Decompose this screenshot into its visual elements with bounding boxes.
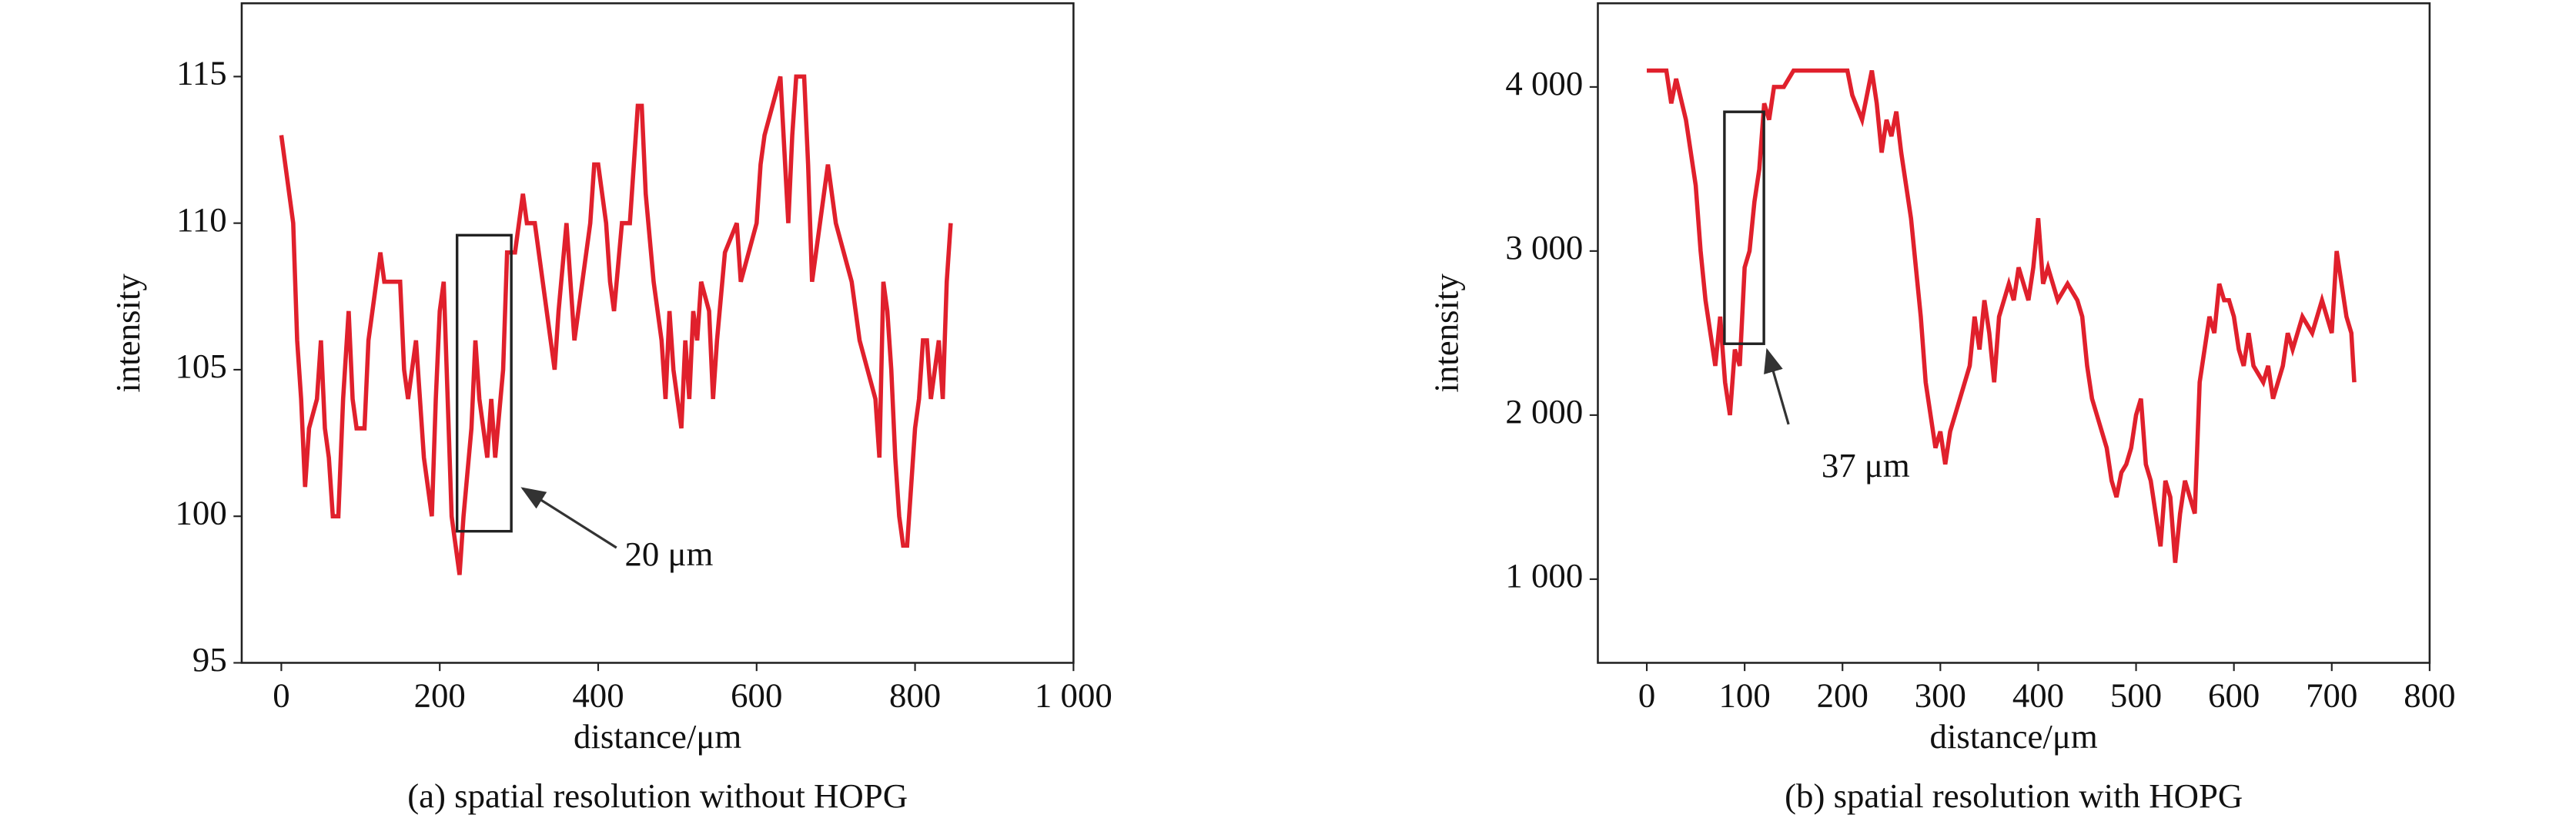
y-tick-label: 100 [175, 493, 226, 532]
annotation-label: 20 μm [624, 535, 713, 573]
x-tick-label: 800 [2404, 676, 2455, 715]
annotation-label: 37 μm [1822, 446, 1910, 485]
y-axis-label: intensity [1427, 273, 1466, 393]
y-tick-label: 105 [175, 347, 226, 385]
x-tick-label: 0 [273, 676, 289, 715]
x-tick-label: 600 [2208, 676, 2260, 715]
x-tick-label: 500 [2110, 676, 2162, 715]
data-line [279, 74, 953, 575]
y-tick-label: 4 000 [1505, 64, 1583, 102]
x-tick-label: 800 [889, 676, 941, 715]
caption: (a) spatial resolution without HOPG [407, 776, 908, 815]
annotation-arrow [1764, 347, 1790, 425]
y-tick-label: 2 000 [1505, 392, 1583, 431]
x-axis-label: distance/μm [1930, 717, 2098, 756]
x-tick-label: 400 [572, 676, 624, 715]
plot-frame [240, 2, 1075, 664]
x-tick-label: 300 [1915, 676, 1966, 715]
x-tick-label: 100 [1719, 676, 1771, 715]
x-tick-label: 600 [731, 676, 782, 715]
annotation-box [455, 233, 513, 533]
y-tick-label: 115 [176, 54, 227, 92]
x-tick-label: 200 [1817, 676, 1868, 715]
plot-frame [1597, 2, 2431, 664]
x-axis-label: distance/μm [574, 717, 741, 756]
y-tick-label: 3 000 [1505, 228, 1583, 267]
y-axis-label: intensity [109, 273, 147, 393]
x-tick-label: 200 [414, 676, 466, 715]
x-tick-label: 0 [1638, 676, 1655, 715]
x-tick-label: 1 000 [1035, 676, 1112, 715]
data-line [1647, 68, 2357, 563]
caption: (b) spatial resolution with HOPG [1785, 776, 2243, 815]
y-tick-label: 1 000 [1505, 556, 1583, 595]
y-tick-label: 95 [192, 640, 227, 679]
x-tick-label: 400 [2012, 676, 2064, 715]
annotation-arrow [520, 487, 617, 549]
annotation-box [1723, 110, 1765, 345]
x-tick-label: 700 [2306, 676, 2357, 715]
y-tick-label: 110 [176, 200, 227, 239]
